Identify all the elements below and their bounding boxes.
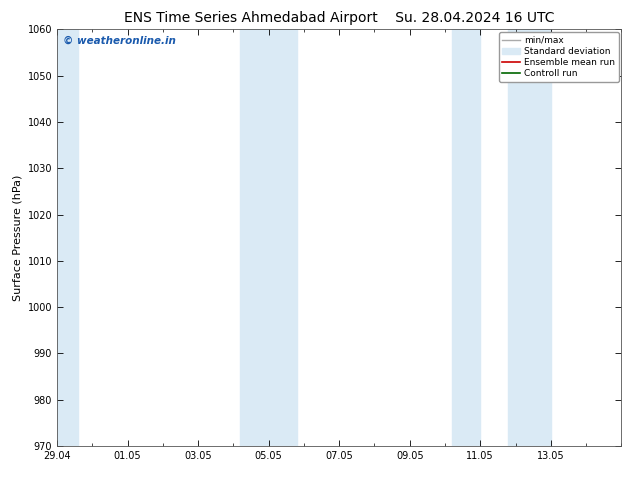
Y-axis label: Surface Pressure (hPa): Surface Pressure (hPa) bbox=[12, 174, 22, 301]
Bar bbox=[508, 29, 551, 446]
Bar bbox=[240, 29, 297, 446]
Bar bbox=[57, 29, 78, 446]
Text: © weatheronline.in: © weatheronline.in bbox=[63, 36, 176, 46]
Legend: min/max, Standard deviation, Ensemble mean run, Controll run: min/max, Standard deviation, Ensemble me… bbox=[499, 32, 619, 82]
Title: ENS Time Series Ahmedabad Airport    Su. 28.04.2024 16 UTC: ENS Time Series Ahmedabad Airport Su. 28… bbox=[124, 11, 555, 25]
Bar bbox=[452, 29, 481, 446]
